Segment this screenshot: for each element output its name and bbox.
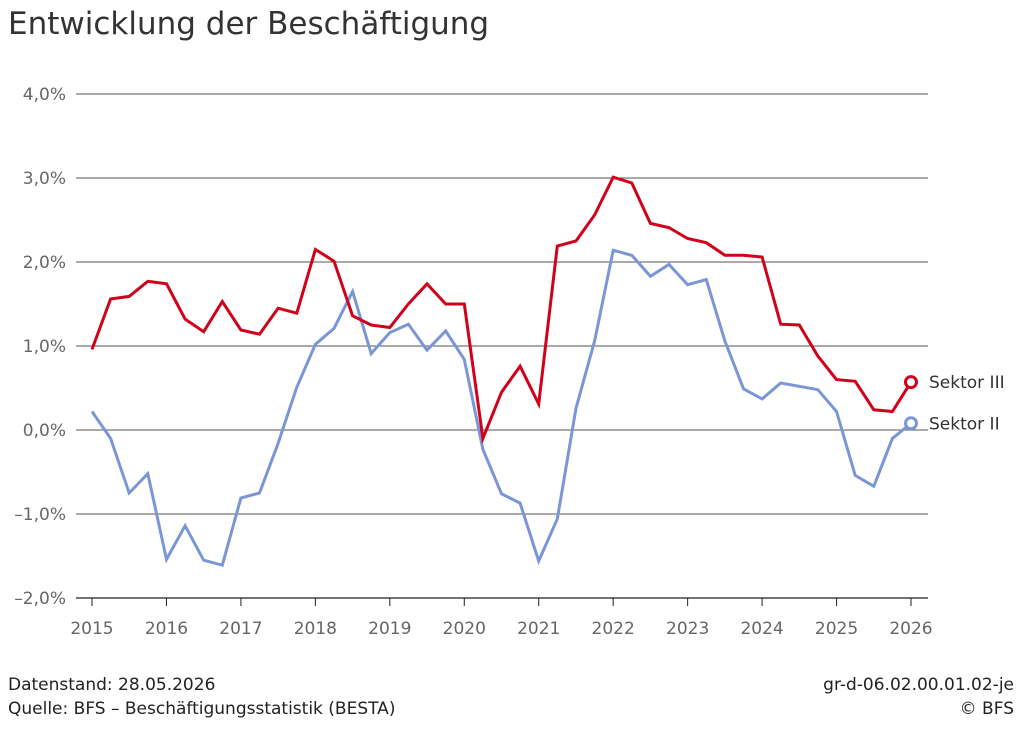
series-line-sektor-iii bbox=[90, 175, 913, 445]
x-tick-label: 2020 bbox=[443, 619, 486, 639]
y-tick-label: 2,0% bbox=[23, 253, 66, 273]
series-end-marker bbox=[904, 375, 918, 390]
gridlines bbox=[76, 93, 928, 599]
x-tick-label: 2015 bbox=[70, 619, 113, 639]
chart-title: Entwicklung der Beschäftigung bbox=[8, 6, 490, 42]
y-tick-label: –1,0% bbox=[14, 505, 66, 525]
quelle-text: Quelle: BFS – Beschäftigungsstatistik (B… bbox=[8, 699, 396, 719]
x-tick-label: 2021 bbox=[517, 619, 560, 639]
x-axis: 2015 2016 2017 2018 2019 2020 2021 2022 2023 2024… bbox=[70, 598, 933, 639]
series-lines bbox=[90, 175, 913, 568]
footer-left: Datenstand: 28.05.2026 Quelle: BFS – Bes… bbox=[8, 673, 395, 721]
x-tick-label: 2016 bbox=[145, 619, 188, 639]
y-tick-label: 1,0% bbox=[23, 337, 66, 357]
x-tick-label: 2022 bbox=[592, 619, 635, 639]
footer-right: gr-d-06.02.00.01.02-je © BFS bbox=[823, 673, 1014, 721]
y-tick-label: 4,0% bbox=[23, 85, 66, 105]
y-tick-label: 0,0% bbox=[23, 421, 66, 441]
graphic-code: gr-d-06.02.00.01.02-je bbox=[823, 675, 1014, 695]
series-end-marker bbox=[904, 416, 918, 431]
y-tick-label: –2,0% bbox=[14, 589, 66, 609]
datenstand-text: Datenstand: 28.05.2026 bbox=[8, 675, 216, 695]
y-tick-label: 3,0% bbox=[23, 169, 66, 189]
y-axis-ticks: –2,0% –1,0% 0,0% 1,0% 2,0% 3,0% 4,0% bbox=[14, 85, 66, 609]
x-tick-label: 2026 bbox=[889, 619, 932, 639]
x-tick-label: 2024 bbox=[740, 619, 783, 639]
x-tick-label: 2019 bbox=[368, 619, 411, 639]
copyright-text: © BFS bbox=[959, 699, 1014, 719]
legend-label: Sektor III bbox=[929, 373, 1005, 393]
x-tick-label: 2023 bbox=[666, 619, 709, 639]
x-tick-label: 2018 bbox=[294, 619, 337, 639]
legend: Sektor III Sektor II bbox=[904, 373, 1005, 434]
x-tick-label: 2025 bbox=[815, 619, 858, 639]
x-tick-label: 2017 bbox=[219, 619, 262, 639]
legend-label: Sektor II bbox=[929, 414, 1000, 434]
series-line-sektor-ii bbox=[90, 248, 912, 568]
